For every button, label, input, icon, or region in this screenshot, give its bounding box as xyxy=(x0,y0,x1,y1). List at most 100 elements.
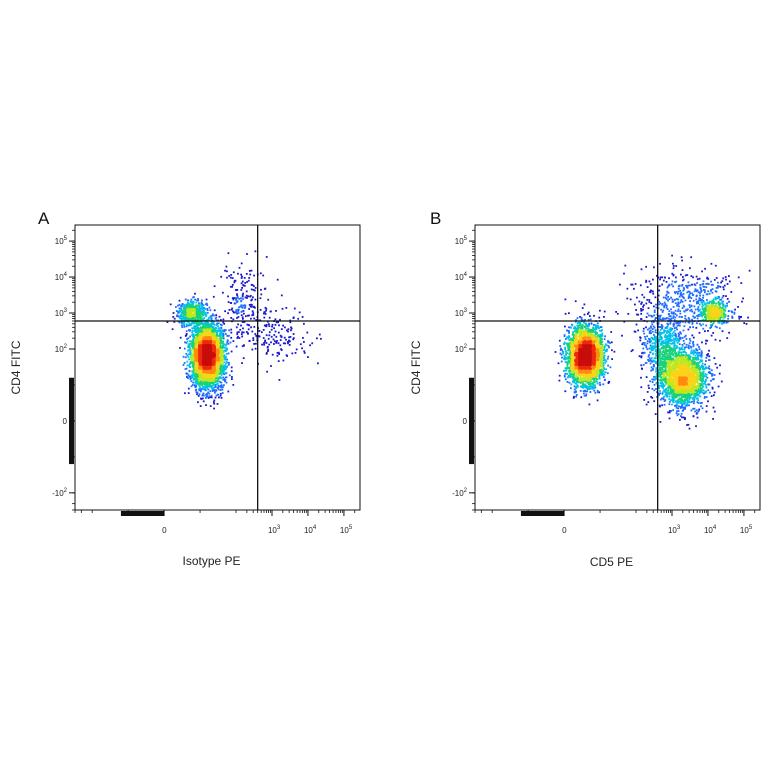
event-dot xyxy=(189,350,192,352)
event-dot xyxy=(226,339,229,342)
event-dot xyxy=(236,294,239,297)
event-dot xyxy=(213,377,215,380)
event-dot xyxy=(209,333,212,336)
event-dot xyxy=(249,305,252,308)
event-dot xyxy=(196,375,198,378)
event-dot xyxy=(219,348,222,351)
event-dot xyxy=(230,336,233,339)
event-dot xyxy=(194,292,196,295)
event-dot xyxy=(195,358,197,360)
event-dot xyxy=(209,332,212,335)
event-dot xyxy=(210,394,213,397)
event-dot xyxy=(224,367,227,370)
event-dot xyxy=(214,396,217,399)
event-dot xyxy=(247,332,249,335)
event-dot xyxy=(247,324,250,326)
event-dot xyxy=(275,310,277,312)
event-dot xyxy=(209,341,212,344)
event-dot xyxy=(206,371,209,374)
event-dot xyxy=(199,356,202,358)
event-dot xyxy=(220,354,223,357)
event-dot xyxy=(216,365,219,368)
event-dot xyxy=(309,344,311,347)
event-dot xyxy=(190,385,193,388)
event-dot xyxy=(199,387,202,389)
event-dot xyxy=(234,279,237,282)
event-dot xyxy=(207,337,210,340)
event-dot xyxy=(218,377,221,380)
event-dot xyxy=(196,321,199,324)
event-dot xyxy=(206,367,209,370)
event-dot xyxy=(277,360,280,362)
event-dot xyxy=(240,333,243,336)
event-dot xyxy=(210,380,212,382)
event-dot xyxy=(190,358,193,360)
event-dot xyxy=(212,374,215,376)
event-dot xyxy=(179,347,181,349)
event-dot xyxy=(180,317,183,319)
event-dot xyxy=(211,340,213,342)
event-dot xyxy=(192,372,195,375)
event-dot xyxy=(221,330,224,332)
event-dot xyxy=(200,304,203,307)
event-dot xyxy=(198,344,200,347)
event-dot xyxy=(195,333,198,336)
event-dot xyxy=(199,382,201,384)
event-dot xyxy=(195,314,198,317)
event-dot xyxy=(203,326,206,328)
event-dot xyxy=(251,330,254,333)
event-dot xyxy=(250,283,253,286)
event-dot xyxy=(298,311,301,314)
event-dot xyxy=(222,357,224,360)
event-dot xyxy=(259,297,262,300)
event-dot xyxy=(201,378,203,381)
event-dot xyxy=(266,370,268,373)
event-dot xyxy=(262,329,265,331)
event-dot xyxy=(279,318,281,321)
event-dot xyxy=(213,314,215,317)
event-dot xyxy=(205,332,207,335)
event-dot xyxy=(172,316,175,318)
event-dot xyxy=(222,333,225,336)
event-dot xyxy=(290,326,292,329)
event-dot xyxy=(200,311,203,314)
event-dot xyxy=(186,364,189,367)
event-dot xyxy=(227,301,230,303)
event-dot xyxy=(206,304,209,306)
event-dot xyxy=(215,343,218,345)
event-dot xyxy=(204,312,207,315)
event-dot xyxy=(250,317,252,320)
event-dot xyxy=(227,390,230,393)
event-dot xyxy=(215,353,218,355)
event-dot xyxy=(215,367,218,370)
event-dot xyxy=(198,393,201,396)
event-dot xyxy=(279,334,282,337)
event-dot xyxy=(277,331,280,334)
event-dot xyxy=(223,357,226,360)
event-dot xyxy=(198,347,201,349)
event-dot xyxy=(182,324,185,326)
event-dot xyxy=(217,346,219,348)
event-dot xyxy=(242,298,244,300)
event-dot xyxy=(217,338,220,340)
event-dot xyxy=(224,344,227,347)
event-dot xyxy=(176,315,178,318)
event-dot xyxy=(230,331,233,334)
event-dot xyxy=(223,330,226,333)
event-dot xyxy=(197,375,199,378)
event-dot xyxy=(219,336,222,339)
event-dot xyxy=(190,348,193,351)
event-dot xyxy=(209,369,212,372)
event-dot xyxy=(276,352,279,354)
event-dot xyxy=(185,342,188,344)
event-dot xyxy=(188,304,190,307)
event-dot xyxy=(212,326,215,328)
event-dot xyxy=(188,344,191,346)
event-dot xyxy=(221,333,223,336)
event-dot xyxy=(184,356,187,359)
event-dot xyxy=(211,345,214,347)
event-dot xyxy=(194,348,196,351)
event-dot xyxy=(232,311,235,314)
event-dot xyxy=(209,338,211,340)
event-dot xyxy=(212,384,215,387)
